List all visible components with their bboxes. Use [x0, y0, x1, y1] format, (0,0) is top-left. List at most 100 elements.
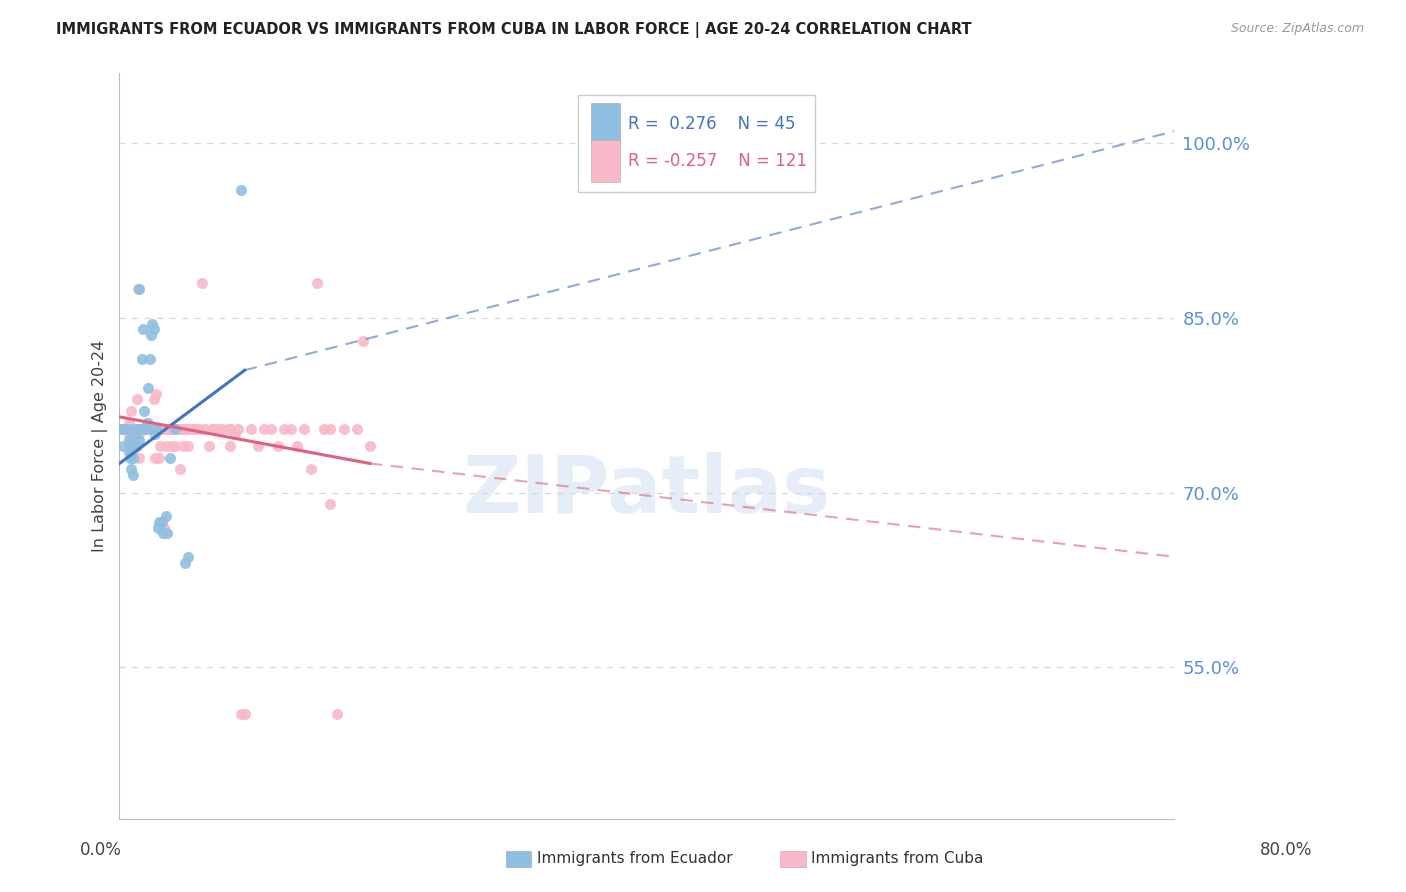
- Point: [122, 439, 145, 453]
- Point: [240, 421, 263, 435]
- Point: [159, 421, 181, 435]
- Point: [229, 182, 252, 196]
- Point: [155, 421, 177, 435]
- Point: [139, 328, 162, 343]
- Point: [153, 421, 176, 435]
- Point: [127, 282, 149, 296]
- Point: [292, 421, 315, 435]
- Point: [299, 462, 322, 476]
- Text: 0.0%: 0.0%: [80, 840, 122, 858]
- Point: [326, 707, 349, 722]
- Point: [287, 439, 309, 453]
- Point: [169, 462, 191, 476]
- Point: [141, 421, 163, 435]
- Point: [181, 421, 204, 435]
- Point: [207, 421, 229, 435]
- Point: [163, 421, 186, 435]
- Point: [146, 520, 169, 534]
- Point: [118, 421, 141, 435]
- Point: [159, 450, 181, 465]
- Point: [134, 421, 156, 435]
- Point: [145, 386, 167, 401]
- Point: [319, 421, 342, 435]
- Point: [143, 421, 166, 435]
- Point: [122, 421, 145, 435]
- Point: [124, 439, 146, 453]
- Point: [194, 421, 217, 435]
- Point: [150, 515, 173, 529]
- Point: [218, 421, 240, 435]
- Point: [332, 421, 354, 435]
- Point: [138, 381, 160, 395]
- Point: [141, 317, 163, 331]
- Point: [120, 421, 142, 435]
- Point: [143, 450, 166, 465]
- Point: [136, 421, 159, 435]
- Point: [149, 439, 172, 453]
- Point: [157, 421, 180, 435]
- Point: [124, 427, 146, 442]
- Point: [224, 427, 246, 442]
- Point: [139, 351, 162, 366]
- Point: [273, 421, 295, 435]
- Point: [125, 439, 148, 453]
- Text: ZIPatlas: ZIPatlas: [463, 451, 831, 530]
- Point: [128, 433, 150, 447]
- Point: [118, 433, 141, 447]
- Point: [174, 421, 197, 435]
- Point: [132, 322, 155, 336]
- Point: [253, 421, 276, 435]
- Point: [359, 439, 381, 453]
- Point: [307, 276, 329, 290]
- Text: 80.0%: 80.0%: [1260, 840, 1313, 858]
- Point: [128, 427, 150, 442]
- Point: [139, 421, 162, 435]
- Point: [174, 421, 197, 435]
- Point: [181, 421, 204, 435]
- Point: [118, 439, 141, 453]
- Point: [166, 421, 188, 435]
- Point: [352, 334, 374, 348]
- Point: [201, 421, 224, 435]
- Point: [129, 421, 152, 435]
- Point: [115, 421, 138, 435]
- Point: [120, 404, 142, 418]
- Point: [167, 421, 190, 435]
- Point: [121, 421, 143, 435]
- Point: [179, 421, 201, 435]
- Point: [135, 421, 157, 435]
- Point: [172, 439, 194, 453]
- Point: [266, 439, 288, 453]
- Point: [115, 421, 138, 435]
- Point: [170, 421, 193, 435]
- Point: [163, 439, 186, 453]
- Point: [110, 421, 132, 435]
- Point: [118, 439, 141, 453]
- Point: [136, 416, 159, 430]
- Point: [129, 421, 152, 435]
- Point: [153, 520, 176, 534]
- Point: [112, 421, 135, 435]
- Point: [128, 421, 150, 435]
- Point: [156, 439, 179, 453]
- Point: [127, 421, 149, 435]
- Point: [120, 445, 142, 459]
- Point: [211, 421, 233, 435]
- Point: [159, 421, 181, 435]
- Text: Immigrants from Ecuador: Immigrants from Ecuador: [537, 852, 733, 866]
- Point: [115, 421, 138, 435]
- Point: [127, 421, 149, 435]
- Point: [121, 468, 143, 483]
- Point: [145, 421, 167, 435]
- Bar: [591, 103, 620, 145]
- Point: [120, 427, 142, 442]
- Point: [198, 439, 221, 453]
- Text: R = -0.257    N = 121: R = -0.257 N = 121: [627, 152, 807, 170]
- Point: [134, 404, 156, 418]
- Point: [191, 276, 214, 290]
- Point: [160, 421, 183, 435]
- Point: [139, 421, 162, 435]
- Text: Source: ZipAtlas.com: Source: ZipAtlas.com: [1230, 22, 1364, 36]
- Point: [226, 421, 249, 435]
- Bar: [591, 141, 620, 182]
